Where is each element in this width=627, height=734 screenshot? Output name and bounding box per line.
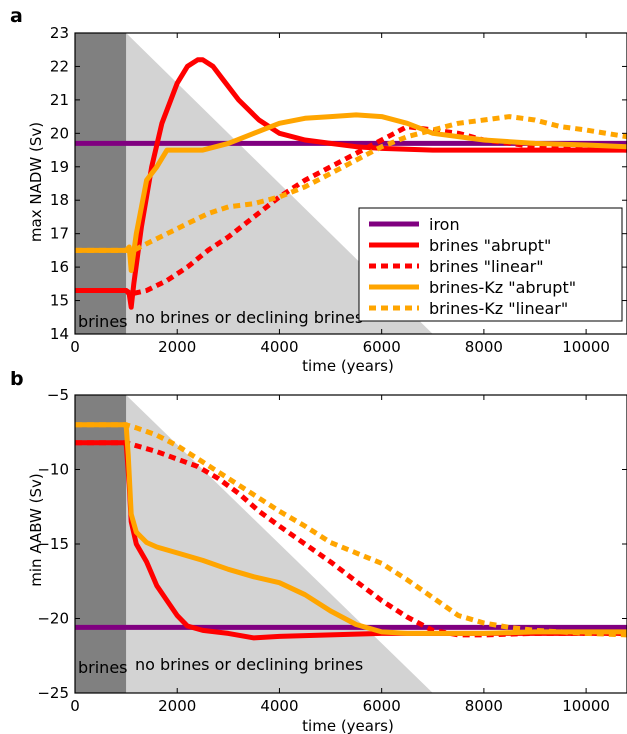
panel-b-ytick-label-2: −15 [37, 535, 69, 553]
panel-a-xlabel: time (years) [302, 357, 394, 375]
legend-label-brines-linear: brines "linear" [429, 257, 544, 276]
legend-entries [369, 221, 419, 311]
panel-a-ytick-label-3: 17 [50, 225, 69, 243]
panel-b: 0 2000 4000 6000 8000 10000 −25 −20 −15 −10 −5 b t… [10, 368, 627, 734]
panel-a-xtick-label-5: 10000 [562, 338, 610, 356]
panel-b-letter: b [10, 368, 24, 390]
panel-a-ytick-label-7: 21 [50, 91, 69, 109]
legend-label-brines-abrupt: brines "abrupt" [429, 236, 551, 255]
panel-a-series-2 [75, 124, 627, 297]
legend-box [358, 207, 623, 322]
panel-a-xtick-label-2: 4000 [260, 338, 298, 356]
panel-a-axes: 0 2000 4000 6000 8000 10000 14 15 16 17 18 19 20 21 22… [50, 24, 627, 356]
panel-b-declining-triangle [126, 395, 433, 693]
panel-a-series-1 [75, 57, 627, 310]
panel-a-xtick-label-0: 0 [70, 338, 80, 356]
panel-a-annotation-declining: no brines or declining brines [135, 308, 363, 327]
panel-b-xtick-label-1: 2000 [158, 697, 196, 715]
panel-b-axes: 0 2000 4000 6000 8000 10000 −25 −20 −15 −10 −5 [37, 386, 627, 715]
panel-b-xtick-label-2: 4000 [260, 697, 298, 715]
panel-a-ytick-label-2: 16 [50, 258, 69, 276]
panel-b-xlabel: time (years) [302, 717, 394, 734]
panel-b-ytick-label-0: −25 [37, 684, 69, 702]
panel-b-annotation-declining: no brines or declining brines [135, 655, 363, 674]
panel-a-ytick-label-1: 15 [50, 292, 69, 310]
panel-b-xtick-label-3: 6000 [363, 697, 401, 715]
panel-a-xtick-label-1: 2000 [158, 338, 196, 356]
panel-a-annotation-brines: brines [78, 312, 128, 331]
panel-a-ytick-label-9: 23 [50, 24, 69, 42]
legend: iron brines "abrupt" brines "linear" bri… [358, 207, 623, 322]
legend-label-brineskz-abrupt: brines-Kz "abrupt" [429, 278, 576, 297]
panel-b-xtick-label-4: 8000 [465, 697, 503, 715]
panel-b-annotation-brines: brines [78, 658, 128, 677]
panel-a-ylabel: max NADW (Sv) [27, 122, 45, 242]
panel-b-xtick-label-5: 10000 [562, 697, 610, 715]
panel-a-ytick-label-6: 20 [50, 124, 69, 142]
panel-a-ytick-label-4: 18 [50, 191, 69, 209]
panel-b-ytick-label-4: −5 [47, 386, 69, 404]
legend-label-brineskz-linear: brines-Kz "linear" [429, 299, 568, 318]
panel-b-series [75, 422, 627, 641]
panel-a-ytick-label-0: 14 [50, 325, 69, 343]
panel-b-ytick-label-1: −20 [37, 610, 69, 628]
panel-a-letter: a [10, 5, 23, 27]
panel-a-xtick-label-4: 8000 [465, 338, 503, 356]
panel-b-xtick-label-0: 0 [70, 697, 80, 715]
panel-a-series-3 [75, 112, 627, 273]
panel-a-brines-period [75, 33, 127, 334]
panel-b-ytick-label-3: −10 [37, 461, 69, 479]
panel-a-frame [74, 32, 627, 335]
panel-a: 0 2000 4000 6000 8000 10000 14 15 16 17 18 19 20 21 22… [10, 5, 627, 375]
legend-label-iron: iron [429, 215, 460, 234]
panel-a-series [75, 57, 627, 310]
panel-b-ylabel: min AABW (Sv) [27, 473, 45, 586]
panel-a-declining-triangle [126, 33, 433, 334]
panel-b-brines-period [75, 395, 127, 693]
panel-a-ytick-label-5: 19 [50, 158, 69, 176]
panel-a-shading [75, 33, 433, 334]
panel-a-series-4 [75, 114, 627, 253]
panel-b-series-3 [75, 422, 627, 636]
panel-a-ytick-label-8: 22 [50, 57, 69, 75]
panel-a-xtick-label-3: 6000 [363, 338, 401, 356]
